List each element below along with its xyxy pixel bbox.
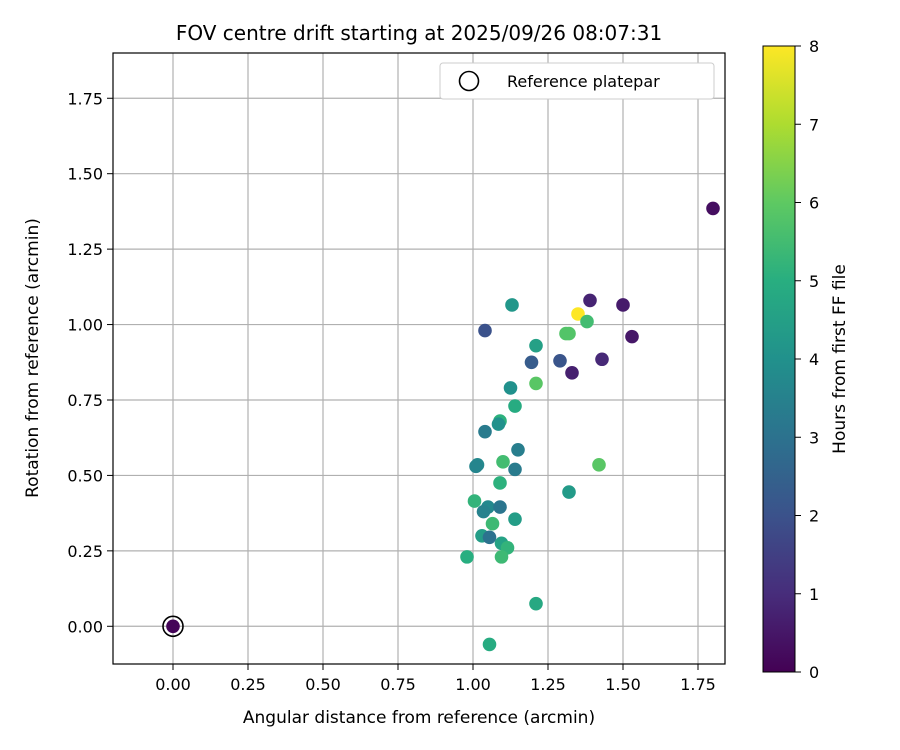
colorbar-tick-label: 4 <box>809 350 819 369</box>
x-tick-label: 0.50 <box>305 675 341 694</box>
data-point <box>625 329 639 344</box>
data-point <box>553 353 567 368</box>
colorbar-gradient <box>762 45 796 673</box>
grid-lines <box>113 53 725 664</box>
data-point <box>508 512 522 526</box>
colorbar-tick-label: 1 <box>809 585 819 604</box>
x-axis-ticks: 0.00 0.25 0.50 0.75 1.00 1.25 1.50 1.75 <box>155 664 716 694</box>
colorbar-label: Hours from first FF file <box>830 264 850 454</box>
x-tick-label: 1.25 <box>530 675 566 694</box>
x-axis-label: Angular distance from reference (arcmin) <box>243 708 595 728</box>
data-point <box>529 376 543 391</box>
y-axis-ticks: 0.00 0.25 0.50 0.75 1.00 1.25 1.50 1.75 <box>67 89 113 636</box>
data-point <box>491 417 506 431</box>
chart-title: FOV centre drift starting at 2025/09/26 … <box>176 21 662 45</box>
y-tick-label: 1.75 <box>67 89 103 108</box>
y-axis-label: Rotation from reference (arcmin) <box>23 218 43 498</box>
y-tick-label: 1.00 <box>67 316 103 335</box>
data-point <box>485 516 500 531</box>
y-tick-label: 0.25 <box>67 542 103 561</box>
data-point <box>565 366 579 380</box>
colorbar-tick-label: 7 <box>809 115 819 134</box>
data-point <box>529 596 543 611</box>
x-tick-label: 1.00 <box>455 675 491 694</box>
data-point <box>476 504 491 519</box>
data-point <box>562 326 576 341</box>
data-point <box>166 619 180 634</box>
data-point <box>508 399 522 413</box>
data-points <box>162 201 720 652</box>
x-tick-label: 0.75 <box>380 675 416 694</box>
colorbar-tick-label: 5 <box>809 272 819 291</box>
legend-marker <box>458 70 480 92</box>
data-point <box>478 424 492 439</box>
data-point <box>580 314 594 329</box>
data-point <box>592 458 606 472</box>
data-point <box>493 500 507 514</box>
data-point <box>616 298 630 312</box>
data-point <box>508 462 522 477</box>
colorbar-tick-label: 0 <box>809 663 819 682</box>
data-point <box>469 459 483 474</box>
data-point <box>529 338 543 353</box>
colorbar-tick-label: 6 <box>809 194 819 213</box>
x-tick-label: 1.50 <box>605 675 641 694</box>
data-point <box>493 476 507 490</box>
data-point <box>706 201 720 216</box>
x-tick-label: 0.00 <box>155 675 191 694</box>
y-tick-label: 1.25 <box>67 240 103 259</box>
data-point <box>524 355 539 370</box>
reference-marker <box>162 615 184 638</box>
legend-entry: Reference platepar <box>507 72 660 91</box>
data-point <box>583 293 597 308</box>
data-point <box>482 530 497 545</box>
legend-box <box>439 62 715 100</box>
data-point <box>496 455 510 469</box>
data-point <box>595 352 609 367</box>
x-tick-label: 0.25 <box>230 675 266 694</box>
y-tick-label: 0.50 <box>67 466 103 485</box>
data-point <box>478 323 492 338</box>
data-point <box>460 550 474 564</box>
y-tick-label: 0.75 <box>67 391 103 410</box>
data-point <box>511 442 525 457</box>
data-point <box>505 298 519 312</box>
y-tick-label: 1.50 <box>67 165 103 184</box>
colorbar-ticks: 0 1 2 3 4 5 6 7 8 <box>795 37 819 682</box>
colorbar-tick-label: 8 <box>809 37 819 56</box>
legend: Reference platepar <box>439 62 715 100</box>
data-point <box>571 307 585 321</box>
data-point <box>503 381 518 395</box>
x-tick-label: 1.75 <box>680 675 716 694</box>
data-point <box>467 494 482 508</box>
data-point <box>562 485 576 499</box>
colorbar-tick-label: 3 <box>809 428 819 447</box>
data-point <box>494 550 509 564</box>
y-tick-label: 0.00 <box>67 617 103 636</box>
data-point <box>482 637 497 652</box>
colorbar: 0 1 2 3 4 5 6 7 8 Hours from first FF file <box>762 37 850 682</box>
plot-frame <box>112 52 726 665</box>
colorbar-tick-label: 2 <box>809 507 819 526</box>
